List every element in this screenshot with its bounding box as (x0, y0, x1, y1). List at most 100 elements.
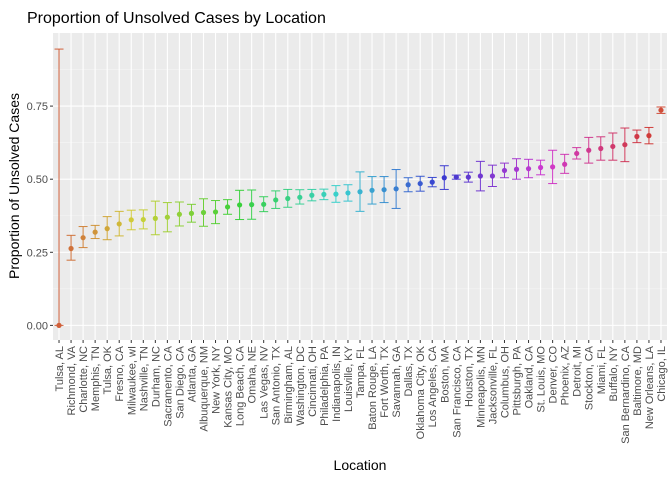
location-mark (211, 200, 221, 225)
x-tick-label: Atlanta, GA (186, 345, 198, 402)
estimate-point (249, 202, 255, 208)
location-mark (126, 209, 136, 231)
location-mark (235, 189, 245, 221)
x-tick-label: Albuquerque, NM (198, 346, 210, 432)
estimate-point (501, 167, 508, 174)
x-tick-label: Miami, FL (596, 346, 608, 394)
location-mark (114, 210, 124, 237)
estimate-point (285, 195, 291, 202)
x-tick-label: Chicago, IL (656, 346, 668, 402)
estimate-point (562, 161, 568, 167)
estimate-point (574, 150, 580, 157)
location-mark (331, 185, 341, 203)
location-mark (427, 176, 437, 188)
location-mark (283, 188, 293, 208)
estimate-point (429, 179, 435, 185)
estimate-point (152, 215, 158, 221)
estimate-point (357, 189, 363, 195)
estimate-point (634, 133, 640, 140)
location-mark (512, 158, 522, 180)
estimate-point (212, 209, 219, 215)
location-mark (150, 200, 160, 236)
estimate-point (80, 235, 86, 241)
data-marks (54, 48, 666, 328)
estimate-point (333, 191, 339, 197)
estimate-point (441, 175, 447, 181)
x-axis: Tulsa, AL Richmond, VA Charlotte, NC Memphi… (54, 340, 668, 444)
x-tick-label: New York, NY (211, 345, 223, 414)
estimate-point (273, 197, 279, 203)
estimate-point (646, 133, 652, 139)
x-tick-label: Baton Rouge, LA (367, 345, 379, 429)
location-mark (162, 202, 172, 233)
estimate-point (489, 173, 496, 179)
estimate-point (237, 202, 243, 208)
location-mark (560, 153, 570, 174)
location-mark (403, 177, 413, 193)
estimate-point (321, 191, 327, 197)
estimate-point (92, 229, 98, 235)
location-mark (295, 189, 305, 205)
location-mark (524, 158, 534, 179)
estimate-point (537, 164, 544, 171)
x-tick-label: Boston, MA (439, 345, 451, 403)
location-mark (644, 126, 654, 145)
y-tick-label: 0.75 (27, 101, 48, 113)
location-mark (78, 226, 88, 249)
x-axis-title: Location (334, 457, 387, 473)
x-tick-label: Nashville, TN (138, 346, 150, 411)
location-mark (439, 165, 449, 190)
location-mark (451, 174, 461, 180)
location-mark (223, 199, 233, 215)
estimate-point (369, 187, 375, 193)
x-tick-label: Minneapolis, MN (475, 346, 487, 428)
y-axis: 0.00 0.25 0.50 0.75 (27, 101, 53, 332)
location-mark (536, 159, 546, 176)
location-mark (499, 162, 509, 179)
estimate-point (140, 216, 146, 223)
estimate-point (297, 194, 303, 200)
location-mark (271, 190, 281, 209)
x-tick-label: Savannah, GA (391, 345, 403, 417)
x-tick-label: Las Vegas, NV (259, 345, 271, 418)
estimate-point (550, 164, 556, 170)
estimate-point (128, 217, 134, 223)
location-mark (198, 198, 208, 227)
estimate-point (104, 226, 110, 232)
x-tick-label: Oakland, CA (524, 345, 536, 408)
location-mark (620, 127, 630, 163)
x-tick-label: Pittsburgh, PA (512, 345, 524, 415)
location-mark (355, 171, 365, 212)
x-tick-label: San Antonio, TX (271, 345, 283, 425)
location-mark (475, 160, 485, 192)
x-tick-label: Tulsa, OK (102, 345, 114, 394)
location-mark (307, 188, 317, 202)
estimate-point (405, 182, 411, 188)
x-tick-label: Milwaukee, wI (126, 346, 138, 415)
location-mark (90, 224, 100, 240)
location-mark (415, 175, 425, 192)
estimate-point (164, 214, 170, 220)
x-tick-label: Washington, DC (295, 346, 307, 426)
estimate-point (622, 142, 628, 148)
estimate-point (393, 186, 399, 192)
estimate-point (658, 107, 664, 113)
location-mark (174, 201, 184, 227)
x-tick-label: Tulsa, AL (54, 346, 66, 391)
x-tick-label: Kansas City, MO (223, 346, 235, 428)
x-tick-label: Baltimore, MD (632, 346, 644, 416)
x-tick-label: Buffalo, NY (608, 345, 620, 401)
estimate-point (417, 180, 423, 187)
estimate-point (116, 221, 122, 227)
estimate-point (453, 174, 459, 180)
x-tick-label: Charlotte, NC (78, 346, 90, 413)
location-mark (259, 196, 269, 213)
location-mark (632, 129, 642, 144)
estimate-point (309, 192, 315, 198)
location-mark (343, 184, 353, 202)
x-tick-label: Stockton, CA (584, 345, 596, 410)
estimate-point (465, 174, 471, 180)
x-tick-label: Phoenix, AZ (560, 346, 572, 406)
estimate-point (525, 166, 532, 172)
